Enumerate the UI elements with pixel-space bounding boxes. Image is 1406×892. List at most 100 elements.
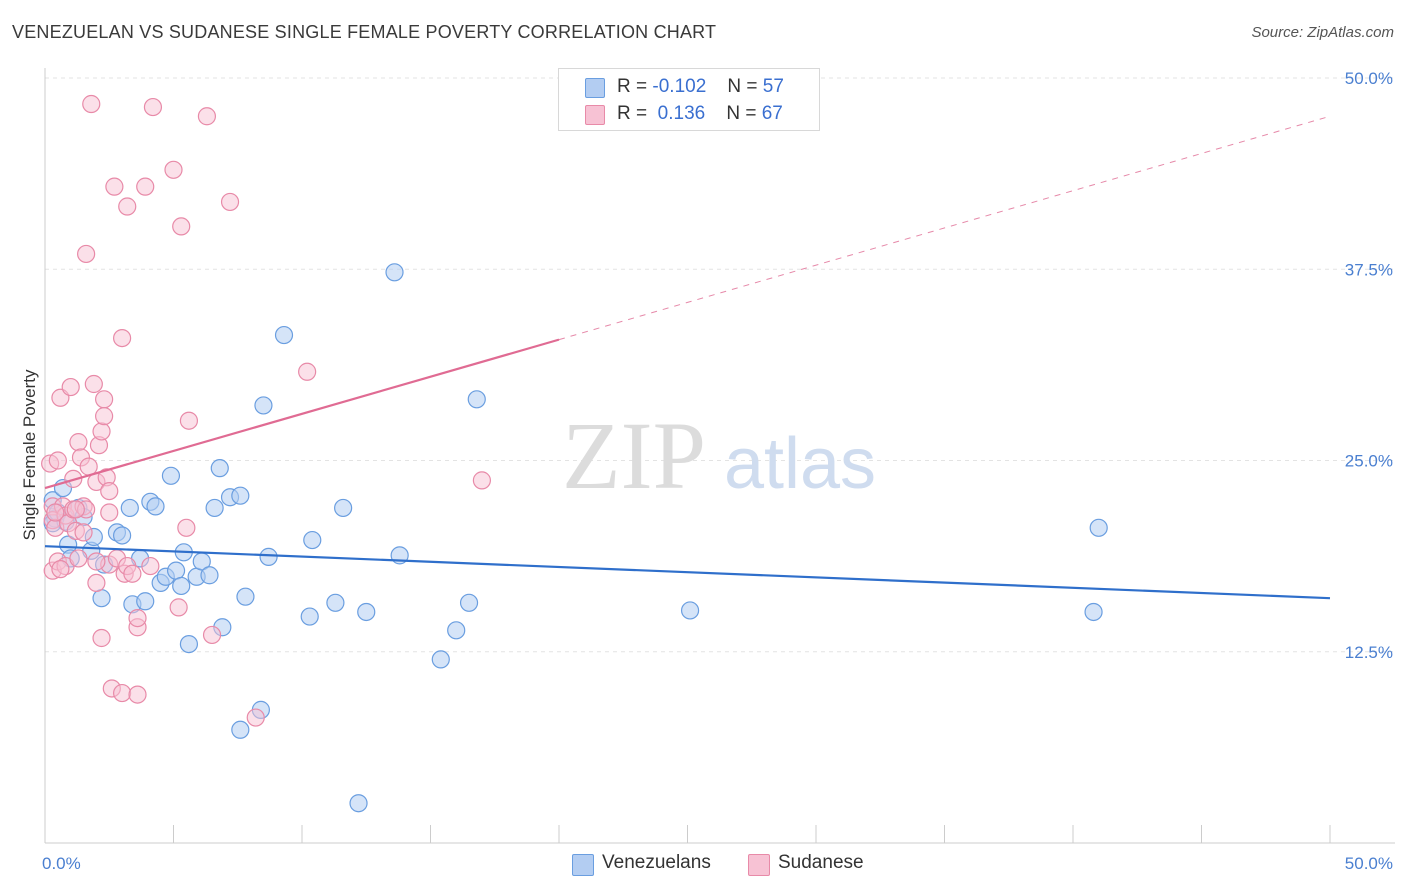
sudanese-point-51 [164, 160, 183, 179]
sudanese-point-45 [128, 685, 147, 704]
x-tick-label-max: 50.0% [1345, 854, 1393, 873]
venezuelans-point-15 [112, 526, 132, 545]
sudanese-point-12 [61, 377, 80, 397]
x-tick-labels: 0.0% 50.0% [42, 854, 1393, 873]
sudanese-point-48 [136, 177, 155, 196]
venezuelans-point-28 [179, 634, 199, 654]
sudanese-point-53 [172, 217, 191, 236]
venezuelans-point-52 [447, 621, 466, 640]
venezuelans-point-19 [136, 592, 155, 611]
venezuelans-point-56 [1084, 602, 1103, 622]
sudanese-points [41, 94, 491, 727]
sudanese-point-50 [143, 97, 163, 117]
axes [44, 68, 1395, 844]
sudanese-point-63 [51, 560, 70, 579]
venezuelans-point-21 [146, 497, 165, 516]
y-tick-label-0: 12.5% [1345, 643, 1393, 662]
y-tick-label-3: 50.0% [1345, 69, 1393, 88]
sudanese-point-39 [112, 329, 132, 348]
venezuelans-point-32 [205, 498, 224, 518]
sudanese-point-28 [92, 422, 111, 441]
sudanese-legend-label: Sudanese [778, 852, 864, 873]
sudanese-point-49 [141, 556, 160, 576]
venezuelans-point-45 [326, 593, 345, 612]
venezuelans-point-42 [274, 325, 294, 345]
venezuelans-point-24 [161, 466, 181, 485]
sudanese-point-57 [202, 625, 222, 645]
venezuelans-legend-swatch [572, 854, 594, 876]
legend-text-venezuelans: R = -0.102 N = 57 [617, 76, 784, 98]
sudanese-point-60 [298, 362, 317, 381]
venezuelans-point-48 [357, 602, 376, 622]
venezuelans-point-49 [385, 263, 404, 282]
venezuelans-point-12 [92, 589, 111, 608]
venezuelans-point-53 [459, 593, 479, 612]
trend-lines [44, 115, 1331, 600]
sudanese-point-55 [179, 411, 199, 430]
sudanese-point-29 [92, 628, 111, 648]
n-value: 57 [762, 76, 784, 97]
sudanese-point-30 [95, 390, 114, 409]
sudanese-point-40 [112, 683, 132, 703]
venezuelans-point-57 [1089, 518, 1108, 537]
sudanese-point-52 [169, 598, 188, 617]
source-credit: Source: ZipAtlas.com [1251, 24, 1394, 41]
y-tick-label-2: 37.5% [1345, 260, 1393, 279]
venezuelans-legend-label: Venezuelans [602, 852, 711, 873]
sudanese-point-64 [66, 500, 85, 519]
watermark-atlas: atlas [724, 424, 876, 504]
series-legend: Venezuelans Sudanese [0, 852, 1406, 876]
sudanese-swatch [585, 105, 605, 125]
venezuelans-point-38 [236, 587, 255, 606]
legend-text-sudanese: R = 0.136 N = 67 [617, 103, 783, 125]
sudanese-point-58 [220, 192, 240, 212]
r-value: 0.136 [657, 103, 706, 124]
x-tick-label-min: 0.0% [42, 854, 81, 873]
sudanese-point-47 [128, 608, 147, 628]
venezuelans-point-46 [334, 498, 353, 518]
chart-title: VENEZUELAN VS SUDANESE SINGLE FEMALE POV… [12, 22, 717, 42]
sudanese-point-20 [77, 244, 96, 264]
venezuelans-point-40 [254, 396, 273, 415]
sudanese-point-24 [84, 374, 103, 394]
sudanese-point-16 [69, 549, 88, 568]
sudanese-point-44 [123, 564, 142, 583]
sudanese-point-23 [82, 94, 101, 114]
watermark-zip: ZIP [562, 402, 706, 509]
sudanese-legend-swatch [748, 854, 770, 876]
sudanese-point-31 [95, 407, 114, 426]
sudanese-point-66 [74, 523, 93, 542]
y-axis-label: Single Female Poverty [20, 369, 39, 541]
y-tick-labels: 12.5% 25.0% 37.5% 50.0% [1345, 69, 1393, 662]
venezuelans-point-25 [166, 561, 186, 580]
sudanese-trend-line [44, 338, 560, 490]
venezuelans-point-33 [210, 459, 229, 478]
sudanese-point-62 [46, 503, 65, 522]
r-label: R = [617, 76, 648, 97]
sudanese-point-5 [48, 451, 67, 470]
venezuelans-point-26 [172, 576, 191, 596]
sudanese-point-25 [87, 573, 106, 593]
venezuelans-point-36 [231, 486, 250, 505]
venezuelans-point-31 [200, 566, 219, 585]
sudanese-point-42 [118, 197, 137, 216]
n-label: N = [726, 103, 757, 124]
venezuelans-point-54 [467, 390, 486, 409]
sudanese-point-61 [472, 471, 491, 490]
venezuelans-points [43, 263, 1108, 813]
venezuelans-point-16 [120, 498, 139, 518]
r-label: R = [617, 103, 648, 124]
venezuelans-point-37 [231, 720, 250, 739]
sudanese-point-65 [87, 552, 106, 571]
sudanese-point-33 [100, 482, 119, 501]
y-tick-label-1: 25.0% [1345, 452, 1393, 471]
venezuelans-point-41 [259, 547, 278, 566]
sudanese-point-34 [100, 503, 119, 522]
sudanese-point-59 [246, 708, 265, 727]
venezuelans-trend-line [44, 545, 1331, 600]
venezuelans-point-43 [300, 607, 319, 626]
n-label: N = [727, 76, 758, 97]
watermark: ZIP atlas [562, 402, 876, 509]
venezuelans-point-51 [431, 650, 450, 669]
